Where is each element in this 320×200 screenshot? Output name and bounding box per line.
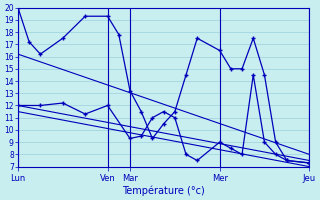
X-axis label: Température (°c): Température (°c) (122, 185, 205, 196)
